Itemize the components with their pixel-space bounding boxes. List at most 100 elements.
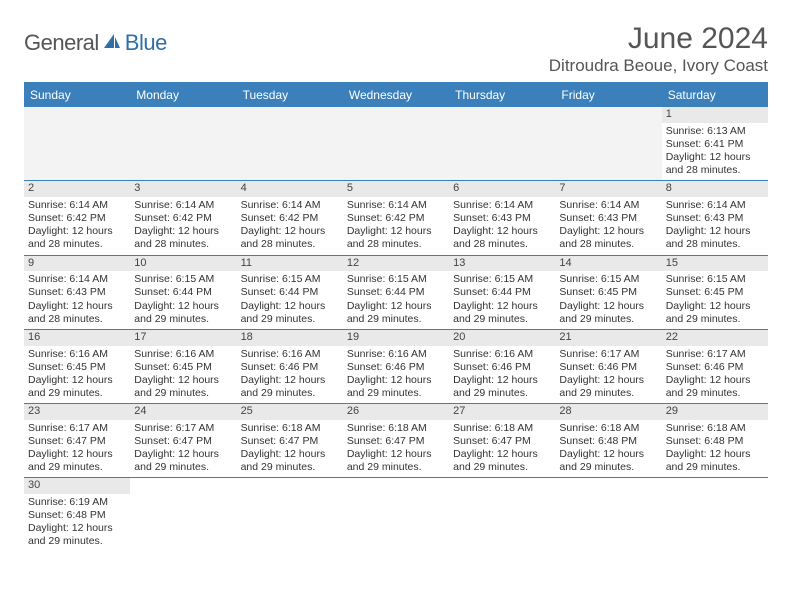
- daylight-line: Daylight: 12 hours and 28 minutes.: [28, 225, 126, 251]
- calendar-cell: [24, 107, 130, 181]
- day-header-fri: Friday: [555, 84, 661, 107]
- calendar-cell: 20 Sunrise: 6:16 AMSunset: 6:46 PMDayligh…: [449, 330, 555, 404]
- sunset-line: Sunset: 6:46 PM: [453, 361, 551, 374]
- daylight-line: Daylight: 12 hours and 29 minutes.: [28, 374, 126, 400]
- sunrise-line: Sunrise: 6:17 AM: [666, 348, 764, 361]
- calendar-cell: 6Sunrise: 6:14 AMSunset: 6:43 PMDaylight…: [449, 181, 555, 255]
- sunset-line: Sunset: 6:48 PM: [28, 509, 126, 522]
- daylight-line: Daylight: 12 hours and 29 minutes.: [134, 448, 232, 474]
- sunrise-line: Sunrise: 6:14 AM: [559, 199, 657, 212]
- calendar-cell: [130, 107, 236, 181]
- calendar-cell: 23 Sunrise: 6:17 AMSunset: 6:47 PMDayligh…: [24, 404, 130, 478]
- day-number: 5: [343, 181, 449, 197]
- sunset-line: Sunset: 6:43 PM: [559, 212, 657, 225]
- sunset-line: Sunset: 6:44 PM: [134, 286, 232, 299]
- sunrise-line: Sunrise: 6:14 AM: [134, 199, 232, 212]
- sunset-line: Sunset: 6:47 PM: [28, 435, 126, 448]
- day-number: 2: [24, 181, 130, 197]
- daylight-line: Daylight: 12 hours and 29 minutes.: [28, 522, 126, 548]
- sunset-line: Sunset: 6:47 PM: [453, 435, 551, 448]
- calendar-cell: 24Sunrise: 6:17 AMSunset: 6:47 PMDayligh…: [130, 404, 236, 478]
- day-number: 8: [662, 181, 768, 197]
- sunrise-line: Sunrise: 6:18 AM: [666, 422, 764, 435]
- calendar-cell: 16 Sunrise: 6:16 AMSunset: 6:45 PMDayligh…: [24, 330, 130, 404]
- calendar-cell: 14Sunrise: 6:15 AMSunset: 6:45 PMDayligh…: [555, 256, 661, 330]
- day-number: 26: [343, 404, 449, 420]
- logo-text-blue: Blue: [125, 30, 167, 56]
- calendar-cell: [130, 478, 236, 552]
- day-number: 28: [555, 404, 661, 420]
- calendar-cell: 2 Sunrise: 6:14 AMSunset: 6:42 PMDaylight…: [24, 181, 130, 255]
- calendar-cell: 25Sunrise: 6:18 AMSunset: 6:47 PMDayligh…: [237, 404, 343, 478]
- day-number: 19: [343, 330, 449, 346]
- calendar-cell: [449, 107, 555, 181]
- sunrise-line: Sunrise: 6:19 AM: [28, 496, 126, 509]
- sunrise-line: Sunrise: 6:15 AM: [453, 273, 551, 286]
- sunrise-line: Sunrise: 6:15 AM: [241, 273, 339, 286]
- sunset-line: Sunset: 6:46 PM: [241, 361, 339, 374]
- sunrise-line: Sunrise: 6:13 AM: [666, 125, 764, 138]
- day-number: 21: [555, 330, 661, 346]
- calendar-cell: 13Sunrise: 6:15 AMSunset: 6:44 PMDayligh…: [449, 256, 555, 330]
- sunset-line: Sunset: 6:45 PM: [666, 286, 764, 299]
- daylight-line: Daylight: 12 hours and 29 minutes.: [666, 300, 764, 326]
- day-number: 22: [662, 330, 768, 346]
- sunset-line: Sunset: 6:47 PM: [241, 435, 339, 448]
- daylight-line: Daylight: 12 hours and 28 minutes.: [241, 225, 339, 251]
- logo-text-general: General: [24, 30, 99, 56]
- day-number: 25: [237, 404, 343, 420]
- location-subtitle: Ditroudra Beoue, Ivory Coast: [549, 56, 768, 76]
- day-number: 23: [24, 404, 130, 420]
- sunrise-line: Sunrise: 6:18 AM: [241, 422, 339, 435]
- sunrise-line: Sunrise: 6:16 AM: [241, 348, 339, 361]
- daylight-line: Daylight: 12 hours and 29 minutes.: [453, 374, 551, 400]
- day-header-thu: Thursday: [449, 84, 555, 107]
- logo: General Blue: [24, 30, 167, 56]
- sunset-line: Sunset: 6:45 PM: [559, 286, 657, 299]
- daylight-line: Daylight: 12 hours and 29 minutes.: [666, 448, 764, 474]
- daylight-line: Daylight: 12 hours and 29 minutes.: [28, 448, 126, 474]
- sunrise-line: Sunrise: 6:14 AM: [241, 199, 339, 212]
- sunrise-line: Sunrise: 6:14 AM: [28, 199, 126, 212]
- calendar-cell: [237, 107, 343, 181]
- day-header-mon: Monday: [130, 84, 236, 107]
- daylight-line: Daylight: 12 hours and 29 minutes.: [453, 300, 551, 326]
- sunset-line: Sunset: 6:42 PM: [28, 212, 126, 225]
- day-number: 13: [449, 256, 555, 272]
- calendar-cell: 19Sunrise: 6:16 AMSunset: 6:46 PMDayligh…: [343, 330, 449, 404]
- sunset-line: Sunset: 6:48 PM: [666, 435, 764, 448]
- daylight-line: Daylight: 12 hours and 28 minutes.: [28, 300, 126, 326]
- day-number: 29: [662, 404, 768, 420]
- calendar-cell: 12Sunrise: 6:15 AMSunset: 6:44 PMDayligh…: [343, 256, 449, 330]
- sunset-line: Sunset: 6:43 PM: [666, 212, 764, 225]
- sunrise-line: Sunrise: 6:16 AM: [28, 348, 126, 361]
- sunrise-line: Sunrise: 6:14 AM: [666, 199, 764, 212]
- sunrise-line: Sunrise: 6:16 AM: [453, 348, 551, 361]
- sunset-line: Sunset: 6:44 PM: [347, 286, 445, 299]
- sail-icon: [102, 32, 122, 55]
- sunset-line: Sunset: 6:41 PM: [666, 138, 764, 151]
- day-number: 16: [24, 330, 130, 346]
- daylight-line: Daylight: 12 hours and 28 minutes.: [347, 225, 445, 251]
- daylight-line: Daylight: 12 hours and 28 minutes.: [666, 225, 764, 251]
- day-number: 6: [449, 181, 555, 197]
- daylight-line: Daylight: 12 hours and 29 minutes.: [241, 374, 339, 400]
- day-number: 14: [555, 256, 661, 272]
- sunrise-line: Sunrise: 6:17 AM: [28, 422, 126, 435]
- daylight-line: Daylight: 12 hours and 28 minutes.: [559, 225, 657, 251]
- sunrise-line: Sunrise: 6:17 AM: [559, 348, 657, 361]
- daylight-line: Daylight: 12 hours and 29 minutes.: [559, 448, 657, 474]
- calendar-cell: 26Sunrise: 6:18 AMSunset: 6:47 PMDayligh…: [343, 404, 449, 478]
- calendar-cell: 15Sunrise: 6:15 AMSunset: 6:45 PMDayligh…: [662, 256, 768, 330]
- day-number: 24: [130, 404, 236, 420]
- day-number: 7: [555, 181, 661, 197]
- day-header-sat: Saturday: [662, 84, 768, 107]
- sunrise-line: Sunrise: 6:17 AM: [134, 422, 232, 435]
- calendar-cell: [662, 478, 768, 552]
- sunset-line: Sunset: 6:46 PM: [559, 361, 657, 374]
- day-number: 20: [449, 330, 555, 346]
- calendar-cell: 21Sunrise: 6:17 AMSunset: 6:46 PMDayligh…: [555, 330, 661, 404]
- sunset-line: Sunset: 6:45 PM: [28, 361, 126, 374]
- calendar-cell: 1Sunrise: 6:13 AMSunset: 6:41 PMDaylight…: [662, 107, 768, 181]
- calendar-cell: 17Sunrise: 6:16 AMSunset: 6:45 PMDayligh…: [130, 330, 236, 404]
